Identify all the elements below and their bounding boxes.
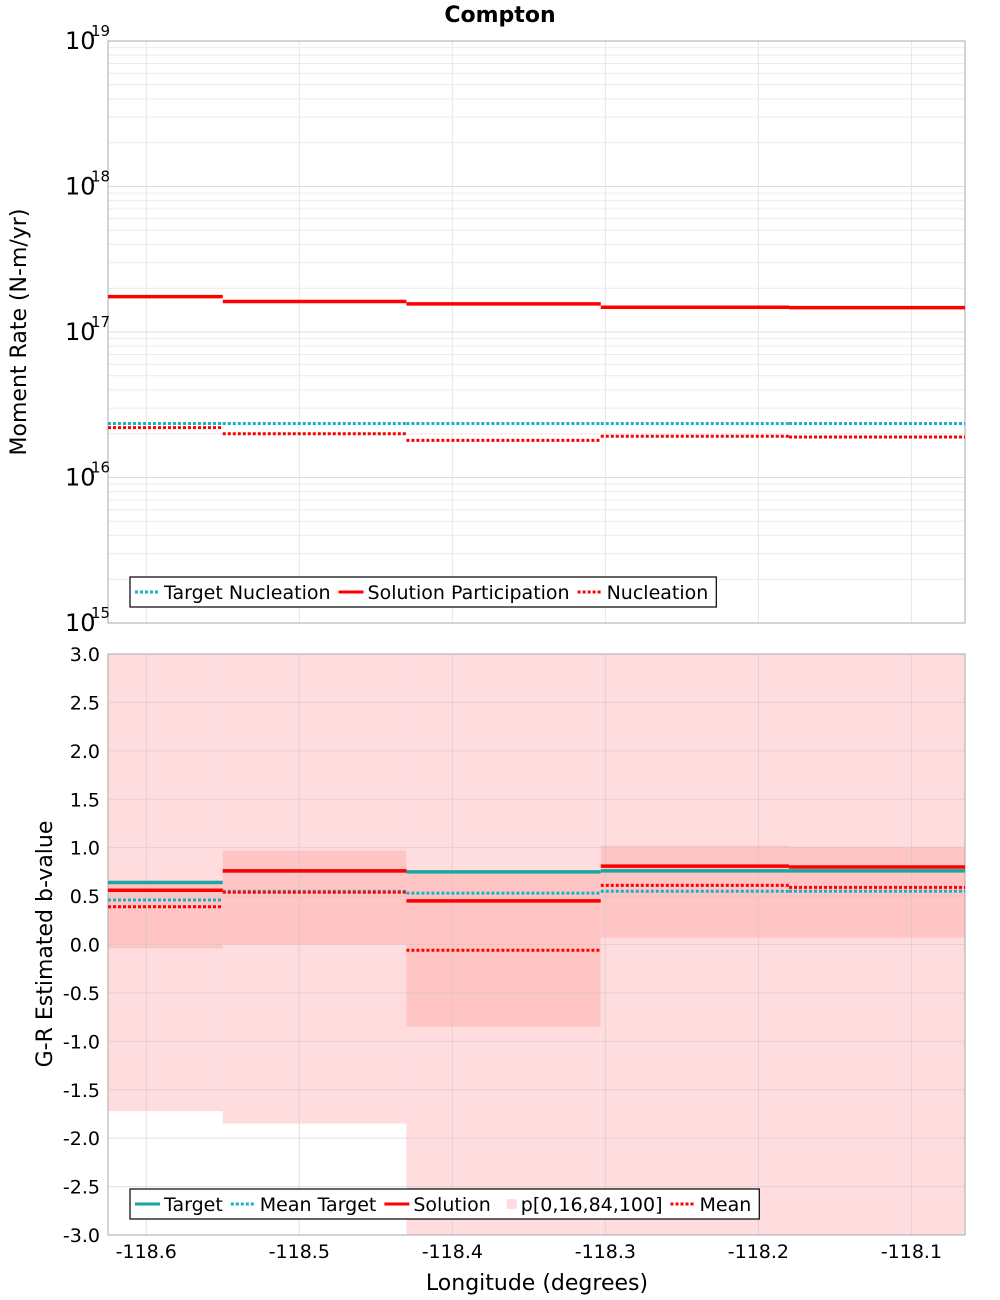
y-axis-label-moment-rate: Moment Rate (N-m/yr) (7, 209, 32, 456)
y-tick-label: -0.5 (63, 983, 100, 1005)
legend-swatch (506, 1199, 517, 1209)
y-tick-label: 10 (65, 27, 96, 55)
legend-label: Target Nucleation (163, 582, 331, 604)
legend-item: p[0,16,84,100] (506, 1194, 663, 1216)
legend-item: Solution Participation (338, 582, 570, 604)
y-tick-label: 10 (65, 609, 96, 637)
y-tick-label: 2.0 (70, 741, 100, 763)
y-tick-exponent: 19 (91, 22, 110, 40)
x-tick-label: -118.1 (881, 1241, 942, 1263)
x-tick-label: -118.6 (116, 1241, 177, 1263)
y-tick-label: -1.0 (63, 1031, 100, 1053)
legend-item: Mean Target (230, 1194, 377, 1216)
plot-frame (107, 653, 966, 1236)
y-tick-exponent: 17 (91, 313, 110, 331)
x-tick-label: -118.5 (269, 1241, 330, 1263)
legend-label: Mean (700, 1194, 752, 1216)
b-value-panel: -3.0 -2.5 -2.0 -1.5 -1.0 -0.5 0.0 0.5 1.0 1.5 2.0 2… (63, 644, 966, 1263)
legend-label: Target (163, 1194, 223, 1216)
y-tick-label: 3.0 (70, 644, 100, 666)
y-tick-exponent: 15 (91, 604, 110, 622)
y-tick-label: 2.5 (70, 692, 100, 714)
y-tick-label: -2.0 (63, 1128, 100, 1150)
chart-title: Compton (444, 3, 555, 28)
legend-item: Mean (670, 1194, 752, 1216)
legend-label: Nucleation (607, 582, 709, 604)
y-tick-label: 0.0 (70, 935, 100, 957)
y-tick-exponent: 16 (91, 459, 110, 477)
x-tick-label: -118.4 (422, 1241, 483, 1263)
legend: Target Nucleation Solution Participation N… (129, 576, 717, 608)
y-tick-label: 1.5 (70, 789, 100, 811)
x-tick-label: -118.2 (728, 1241, 789, 1263)
legend-label: Mean Target (260, 1194, 377, 1216)
plot-frame (107, 40, 966, 624)
y-tick-label: -3.0 (63, 1225, 100, 1247)
legend-label: Solution (413, 1194, 490, 1216)
y-tick-label: -1.5 (63, 1080, 100, 1102)
legend-label: p[0,16,84,100] (521, 1194, 663, 1216)
x-axis-label: Longitude (degrees) (426, 1271, 648, 1296)
legend-item: Nucleation (577, 582, 709, 604)
y-axis-label-b-value: G-R Estimated b-value (33, 821, 58, 1068)
y-tick-label: 0.5 (70, 886, 100, 908)
y-tick-exponent: 18 (91, 168, 110, 186)
legend: Target Mean Target Solution p[0,16,84,100] M… (129, 1188, 760, 1220)
y-tick-label: 10 (65, 464, 96, 492)
legend-item: Target (135, 1194, 223, 1216)
x-tick-label: -118.3 (575, 1241, 636, 1263)
legend-box (129, 576, 717, 608)
legend-item: Target Nucleation (135, 582, 331, 604)
percentile-band-inner (600, 845, 790, 938)
legend-item: Solution (384, 1194, 491, 1216)
y-tick-label: 10 (65, 173, 96, 201)
legend-label: Solution Participation (368, 582, 570, 604)
legend-box (129, 1188, 760, 1220)
percentile-band-inner (222, 850, 407, 945)
y-tick-label: 10 (65, 318, 96, 346)
y-tick-label: 1.0 (70, 838, 100, 860)
y-tick-label: -2.5 (63, 1177, 100, 1199)
